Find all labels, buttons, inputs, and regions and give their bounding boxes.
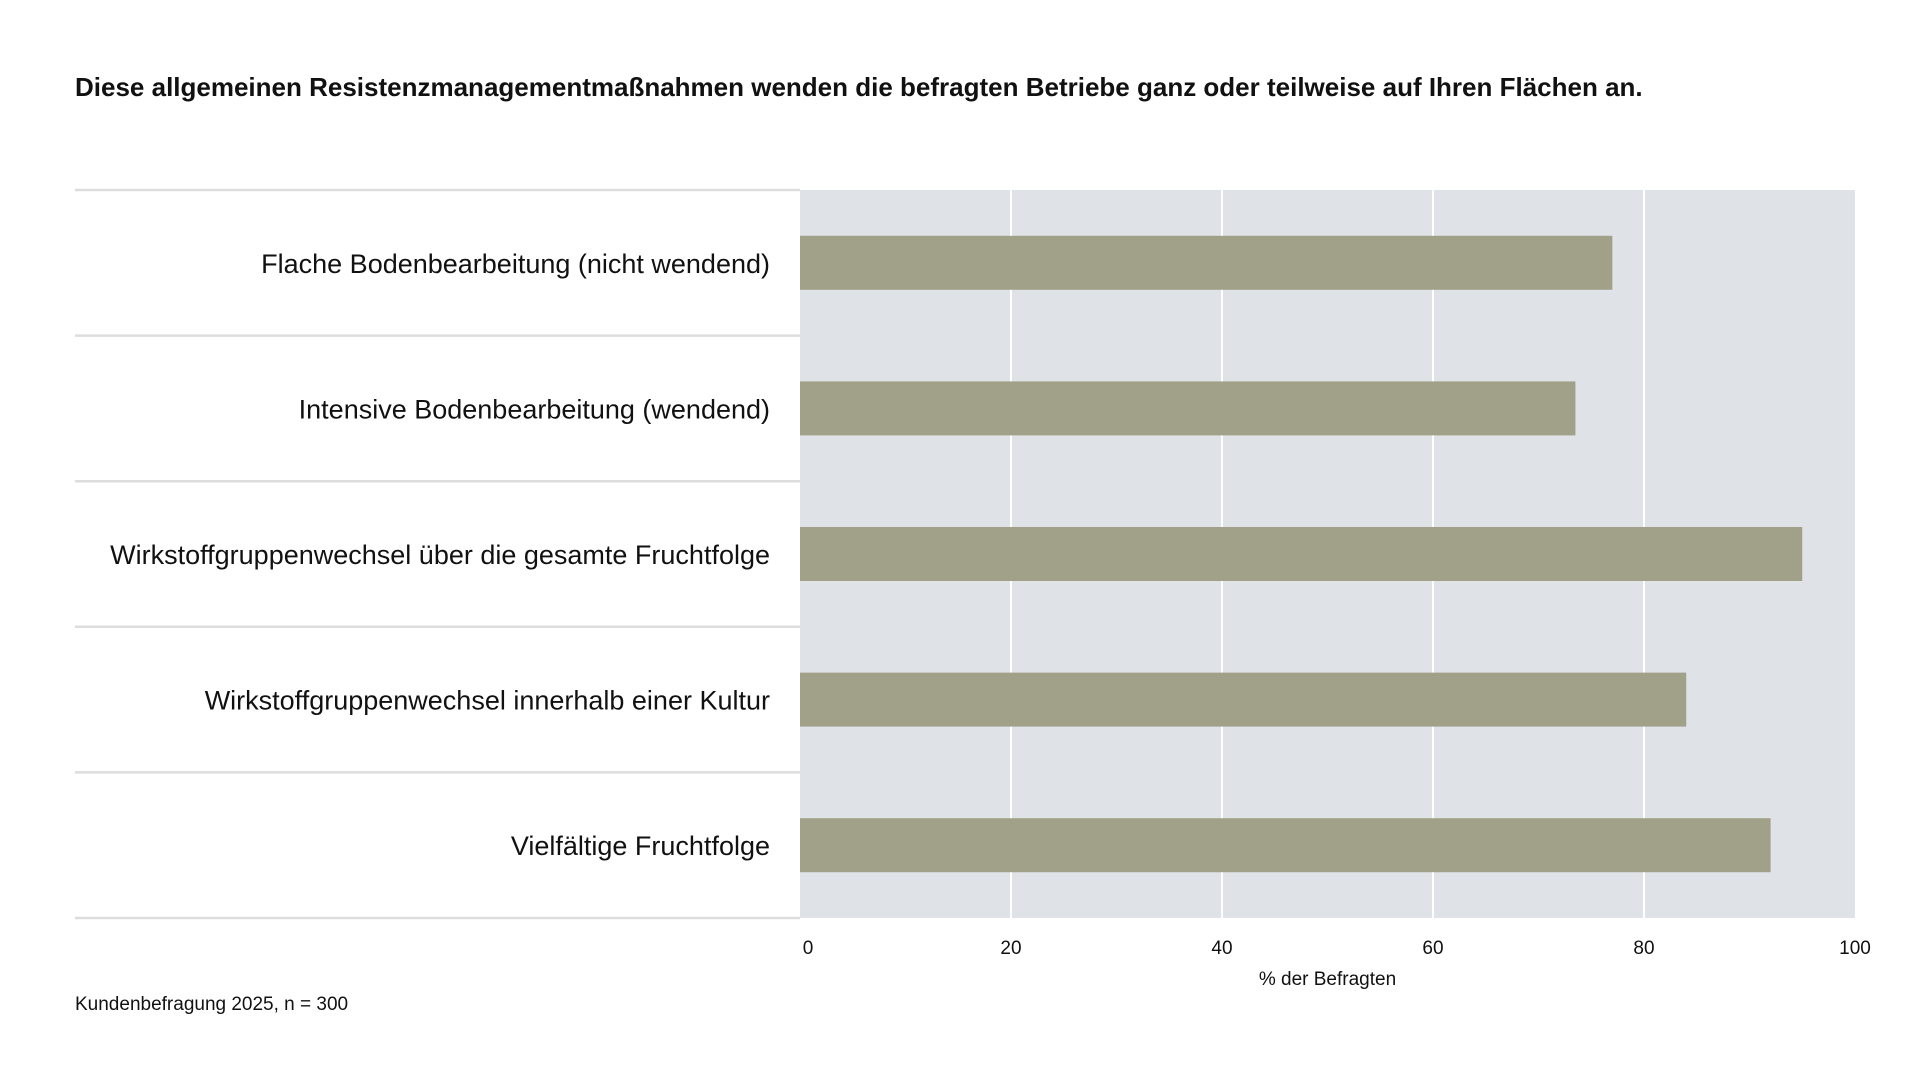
bar-1 <box>800 235 1613 290</box>
bar-3 <box>800 527 1803 581</box>
source-note: Kundenbefragung 2025, n = 300 <box>75 994 349 1015</box>
x-tick-label: 80 <box>1633 938 1654 959</box>
bar-2 <box>800 381 1576 436</box>
bar-5 <box>800 818 1771 873</box>
bar-4 <box>800 672 1687 727</box>
x-tick-label: 60 <box>1422 938 1443 959</box>
category-label: Intensive Bodenbearbeitung (wendend) <box>299 394 770 424</box>
category-label: Flache Bodenbearbeitung (nicht wendend) <box>261 249 770 279</box>
category-label: Wirkstoffgruppenwechsel innerhalb einer … <box>205 686 770 716</box>
category-label: Vielfältige Fruchtfolge <box>511 831 770 861</box>
x-tick-label: 20 <box>1000 938 1021 959</box>
x-tick-label: 0 <box>803 938 814 959</box>
chart-title: Diese allgemeinen Resistenzmanagementmaß… <box>75 72 1643 102</box>
category-label: Wirkstoffgruppenwechsel über die gesamte… <box>110 540 770 570</box>
x-tick-label: 100 <box>1839 938 1871 959</box>
x-axis-title: % der Befragten <box>1259 969 1396 990</box>
x-tick-label: 40 <box>1211 938 1232 959</box>
